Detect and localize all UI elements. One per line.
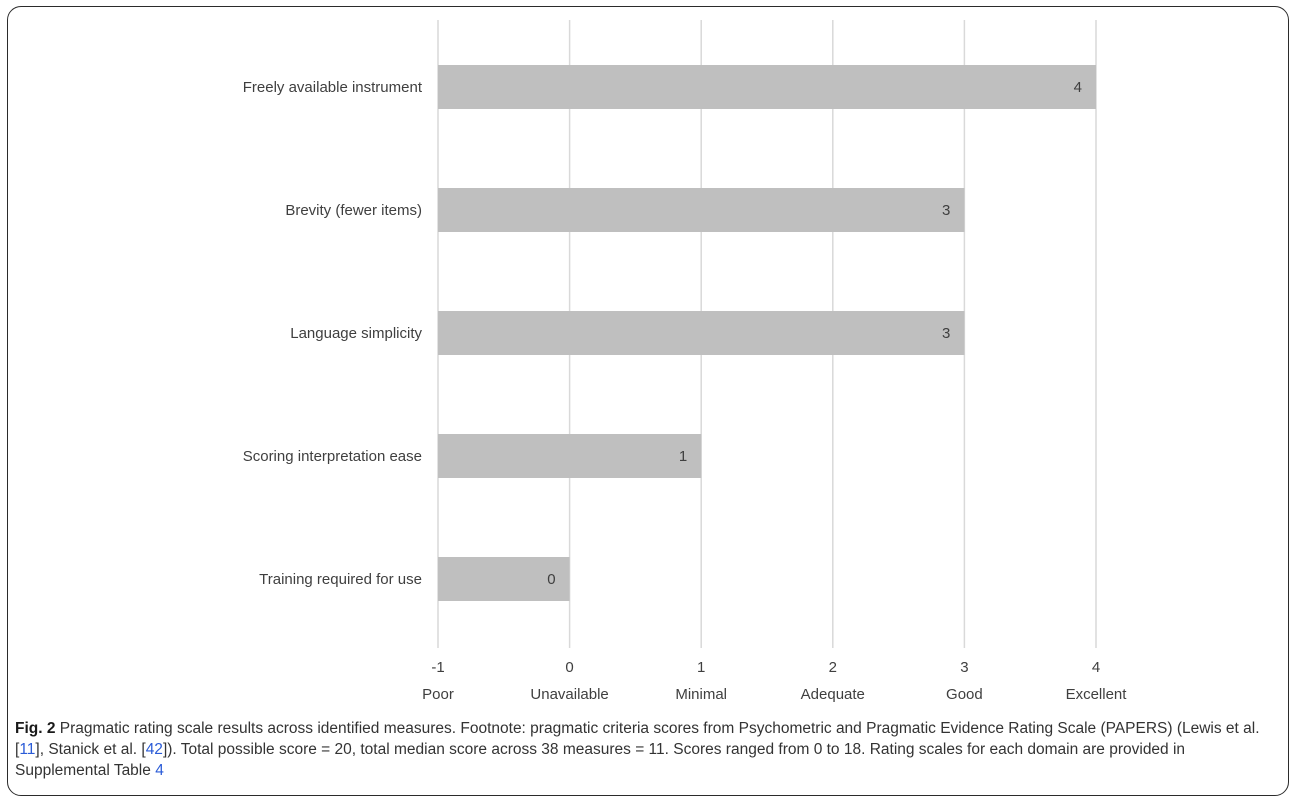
x-tick-label: -1 bbox=[431, 659, 444, 676]
x-tick-label: 2 bbox=[829, 659, 837, 676]
bar-0 bbox=[438, 65, 1096, 109]
x-tick-rating-word: Poor bbox=[422, 686, 454, 703]
bar-value-label: 4 bbox=[1074, 79, 1082, 96]
x-axis-ticks: -1 Poor 0 Unavailable 1 Minimal 2 Adequate 3 Good… bbox=[422, 659, 1127, 703]
x-tick-rating-word: Unavailable bbox=[530, 686, 608, 703]
x-tick-label: 1 bbox=[697, 659, 705, 676]
bar-2 bbox=[438, 311, 965, 355]
bars: 4 3 3 1 0 bbox=[438, 65, 1096, 601]
x-tick-rating-word: Minimal bbox=[675, 686, 727, 703]
x-tick-label: 0 bbox=[565, 659, 573, 676]
caption-text-2: ], Stanick et al. [ bbox=[35, 741, 146, 758]
bar-1 bbox=[438, 188, 965, 232]
x-tick-rating-word: Good bbox=[946, 686, 983, 703]
category-label: Freely available instrument bbox=[243, 79, 423, 96]
reference-link-42[interactable]: 42 bbox=[145, 741, 163, 758]
x-tick-label: 3 bbox=[960, 659, 968, 676]
bar-4 bbox=[438, 557, 570, 601]
category-label: Scoring interpretation ease bbox=[243, 448, 422, 465]
x-tick-rating-word: Adequate bbox=[801, 686, 865, 703]
bar-value-label: 1 bbox=[679, 448, 687, 465]
figure-frame bbox=[7, 6, 1289, 796]
x-tick-label: 4 bbox=[1092, 659, 1100, 676]
bar-value-label: 0 bbox=[547, 571, 555, 588]
caption-text-1: Pragmatic rating scale results across id… bbox=[15, 720, 1260, 758]
supplemental-table-link[interactable]: 4 bbox=[155, 762, 164, 779]
caption-text-3: ]). Total possible score = 20, total med… bbox=[15, 741, 1186, 779]
bar-chart: 4 3 3 1 0 Freely available instrument Brevity… bbox=[243, 20, 1127, 703]
category-labels: Freely available instrument Brevity (fewe… bbox=[243, 79, 423, 588]
gridlines bbox=[437, 20, 1097, 648]
category-label: Training required for use bbox=[259, 571, 422, 588]
category-label: Language simplicity bbox=[290, 325, 422, 342]
figure-caption: Fig. 2 Pragmatic rating scale results ac… bbox=[15, 718, 1277, 781]
category-label: Brevity (fewer items) bbox=[285, 202, 422, 219]
reference-link-11[interactable]: 11 bbox=[19, 741, 36, 758]
figure-label: Fig. 2 bbox=[15, 720, 56, 737]
x-tick-rating-word: Excellent bbox=[1066, 686, 1128, 703]
bar-3 bbox=[438, 434, 702, 478]
bar-value-label: 3 bbox=[942, 202, 950, 219]
bar-value-label: 3 bbox=[942, 325, 950, 342]
